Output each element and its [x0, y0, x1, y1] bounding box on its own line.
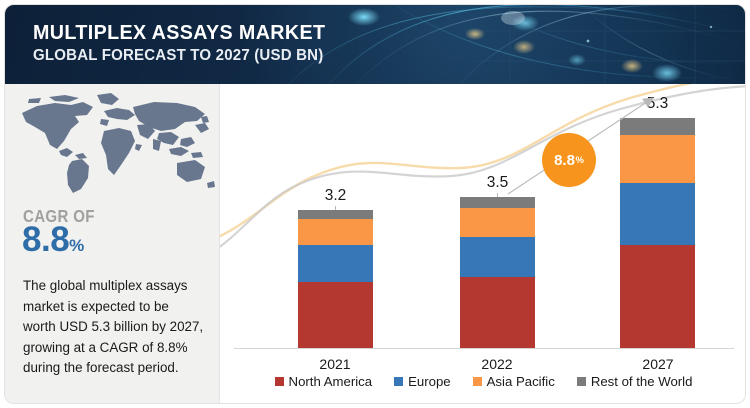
- bar-2021[interactable]: [298, 210, 373, 348]
- bar-segment-north-america-2022: [460, 277, 535, 348]
- bar-segment-north-america-2027: [620, 245, 695, 348]
- sidebar-description: The global multiplex assays market is ex…: [23, 278, 204, 375]
- bar-segment-europe-2021: [298, 245, 373, 282]
- bar-segment-asia-pacific-2022: [460, 208, 535, 237]
- legend-swatch-asia-pacific: [472, 377, 482, 386]
- x-axis-label-2021: 2021: [319, 356, 351, 372]
- legend-label-europe: Europe: [408, 374, 451, 389]
- x-axis-label-2022: 2022: [481, 356, 513, 372]
- bar-total-label-2022: 3.5: [486, 174, 509, 191]
- badge-value: 8.8: [554, 151, 575, 169]
- legend-label-asia-pacific: Asia Pacific: [486, 374, 555, 389]
- plot-region: 3.2 2021 3.5 2022: [220, 84, 745, 403]
- legend-swatch-north-america: [274, 377, 284, 386]
- infographic-card: MULTIPLEX ASSAYS MARKET GLOBAL FORECAST …: [4, 4, 746, 404]
- chart-legend: North America Europe Asia Pacific Rest o…: [220, 374, 745, 389]
- cagr-label: CAGR OF: [23, 206, 95, 226]
- bar-segment-rest-of-world-2027: [620, 118, 695, 135]
- bar-segment-europe-2027: [620, 183, 695, 245]
- page-title: MULTIPLEX ASSAYS MARKET: [33, 21, 326, 44]
- header-banner: MULTIPLEX ASSAYS MARKET GLOBAL FORECAST …: [5, 5, 745, 84]
- x-axis-label-2027: 2027: [642, 356, 674, 372]
- header-decorative-arcs: [288, 5, 745, 84]
- bar-segment-europe-2022: [460, 237, 535, 277]
- bar-segment-asia-pacific-2021: [298, 219, 373, 245]
- cagr-growth-badge[interactable]: 8.8%: [542, 133, 596, 187]
- header-text-block: MULTIPLEX ASSAYS MARKET GLOBAL FORECAST …: [33, 21, 342, 65]
- bar-leader-line-2021: [335, 206, 336, 210]
- legend-item-north-america[interactable]: North America: [274, 374, 373, 389]
- bar-segment-north-america-2021: [298, 282, 373, 348]
- cagr-value: 8.8%: [22, 222, 84, 257]
- legend-item-europe[interactable]: Europe: [394, 374, 451, 389]
- cagr-number: 8.8: [22, 220, 70, 259]
- badge-percent-sign: %: [575, 154, 584, 166]
- bar-2022[interactable]: [460, 197, 535, 348]
- bar-segment-asia-pacific-2027: [620, 135, 695, 183]
- growth-arrow: [507, 97, 655, 195]
- bar-segment-rest-of-world-2022: [460, 197, 535, 208]
- world-map-svg: [22, 93, 215, 193]
- bar-segment-rest-of-world-2021: [298, 210, 373, 219]
- legend-item-asia-pacific[interactable]: Asia Pacific: [472, 374, 555, 389]
- sidebar-panel: CAGR OF 8.8% The global multiplex assays…: [5, 84, 219, 403]
- bar-2027[interactable]: [620, 118, 695, 348]
- bar-total-label-2021: 3.2: [324, 187, 347, 204]
- cagr-percent-sign: %: [69, 236, 85, 255]
- world-map-icon: [9, 89, 219, 195]
- legend-swatch-rest-of-the-world: [576, 377, 586, 386]
- page-subtitle: GLOBAL FORECAST TO 2027 (USD BN): [33, 46, 324, 64]
- chart-container: 3.2 2021 3.5 2022: [220, 84, 745, 403]
- legend-label-rest-of-the-world: Rest of the World: [590, 374, 693, 389]
- x-axis-line: [234, 348, 734, 349]
- panel-divider: [219, 84, 220, 403]
- legend-label-north-america: North America: [288, 374, 373, 389]
- bar-leader-line-2022: [497, 193, 498, 197]
- legend-item-rest-of-the-world[interactable]: Rest of the World: [576, 374, 693, 389]
- legend-swatch-europe: [394, 377, 404, 386]
